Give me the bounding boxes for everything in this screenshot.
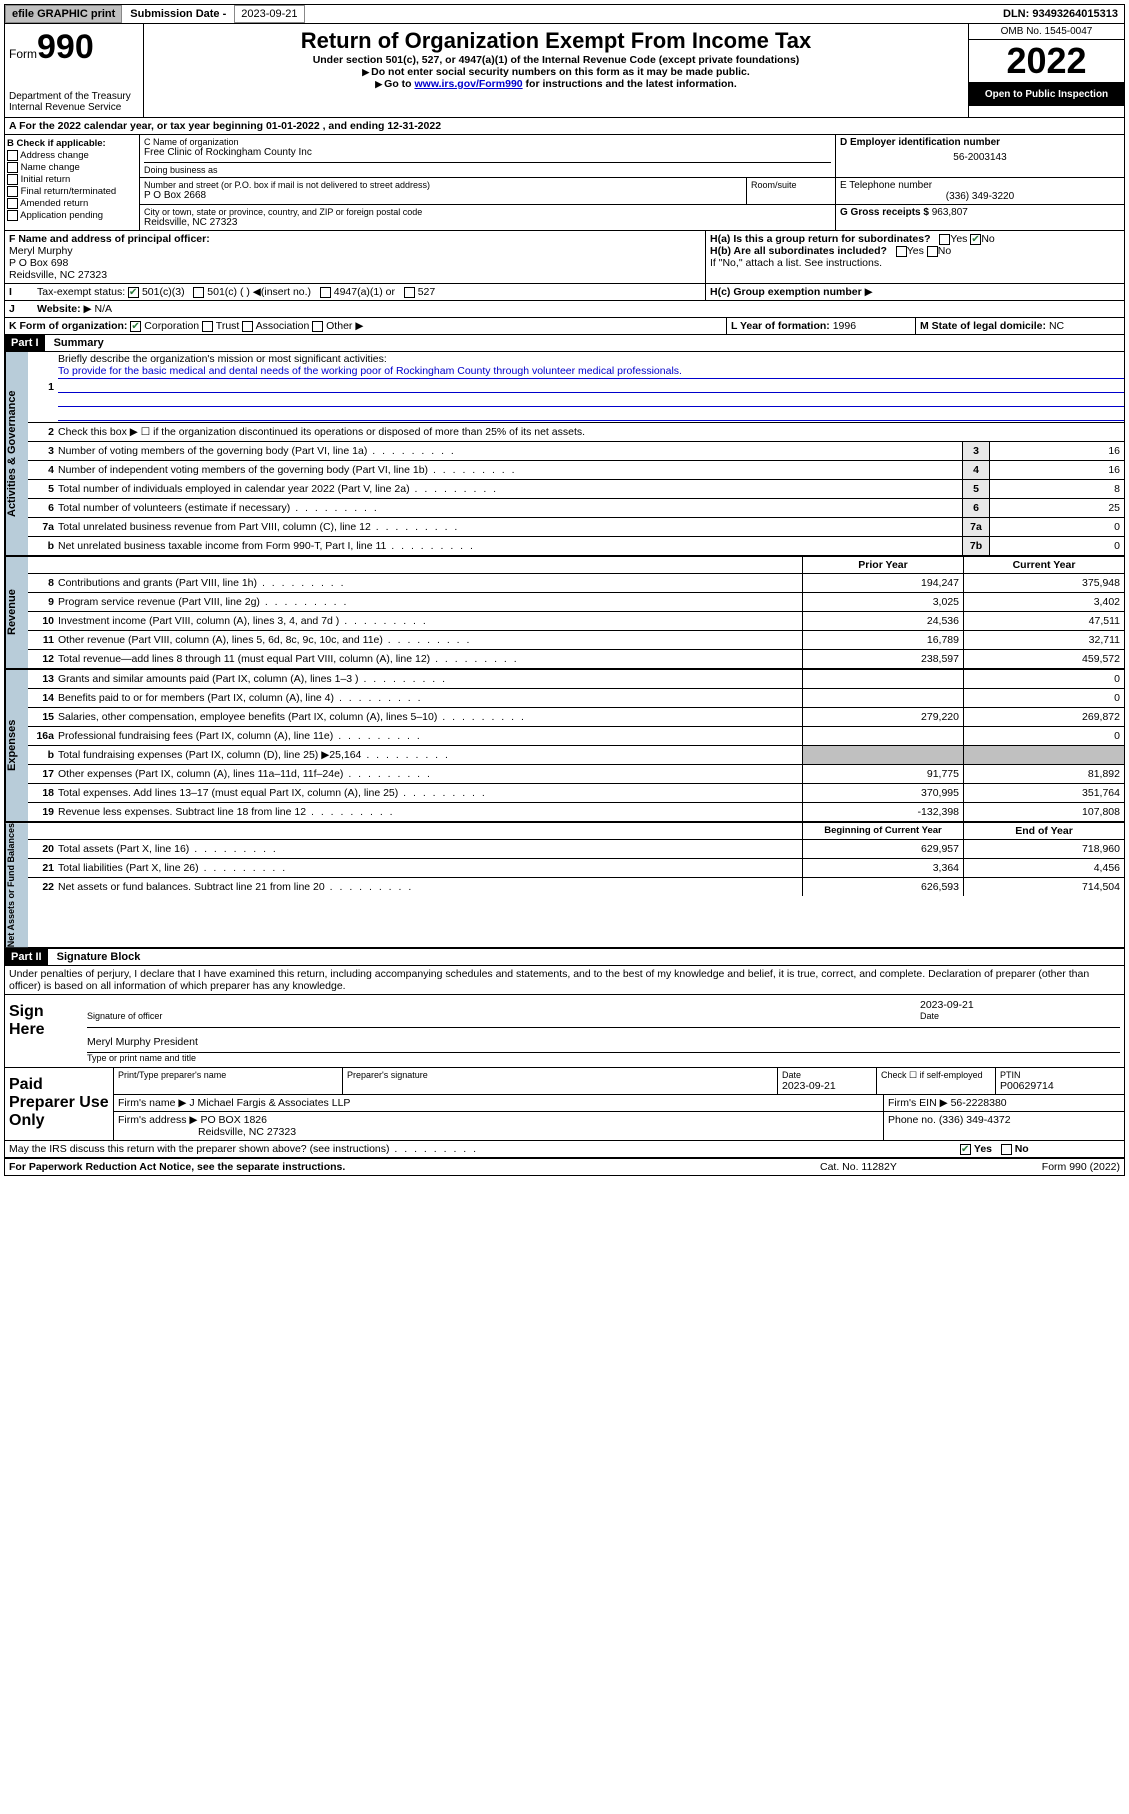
summary-row: 15Salaries, other compensation, employee… bbox=[28, 708, 1124, 727]
city-value: Reidsville, NC 27323 bbox=[144, 217, 831, 228]
summary-row: 10Investment income (Part VIII, column (… bbox=[28, 612, 1124, 631]
street-address: P O Box 2668 bbox=[144, 190, 742, 201]
summary-row: 9Program service revenue (Part VIII, lin… bbox=[28, 593, 1124, 612]
form-header: Form990 Department of the Treasury Inter… bbox=[4, 24, 1125, 118]
summary-row: 17Other expenses (Part IX, column (A), l… bbox=[28, 765, 1124, 784]
summary-row: 18Total expenses. Add lines 13–17 (must … bbox=[28, 784, 1124, 803]
box-c-label: C Name of organization bbox=[144, 137, 831, 147]
summary-row: 12Total revenue—add lines 8 through 11 (… bbox=[28, 650, 1124, 668]
summary-row: 7aTotal unrelated business revenue from … bbox=[28, 518, 1124, 537]
omb-number: OMB No. 1545-0047 bbox=[969, 24, 1124, 40]
summary-row: 21Total liabilities (Part X, line 26)3,3… bbox=[28, 859, 1124, 878]
irs-discuss-row: May the IRS discuss this return with the… bbox=[4, 1141, 1125, 1158]
signature-block: Under penalties of perjury, I declare th… bbox=[4, 966, 1125, 1068]
summary-row: 8Contributions and grants (Part VIII, li… bbox=[28, 574, 1124, 593]
ein-value: 56-2003143 bbox=[840, 148, 1120, 167]
box-e-label: E Telephone number bbox=[840, 180, 1120, 191]
summary-row: bNet unrelated business taxable income f… bbox=[28, 537, 1124, 555]
summary-row: 11Other revenue (Part VIII, column (A), … bbox=[28, 631, 1124, 650]
form990-link[interactable]: www.irs.gov/Form990 bbox=[414, 78, 522, 90]
dept-treasury: Department of the Treasury bbox=[9, 91, 139, 102]
summary-row: 22Net assets or fund balances. Subtract … bbox=[28, 878, 1124, 896]
form-number: Form990 bbox=[9, 28, 139, 67]
header-sub2: Do not enter social security numbers on … bbox=[148, 66, 964, 78]
header-sub3: Go to www.irs.gov/Form990 for instructio… bbox=[148, 78, 964, 90]
summary-row: 14Benefits paid to or for members (Part … bbox=[28, 689, 1124, 708]
efile-print-button[interactable]: efile GRAPHIC print bbox=[5, 5, 122, 23]
summary-expenses: Expenses 13Grants and similar amounts pa… bbox=[4, 670, 1125, 823]
paid-preparer: Paid Preparer Use Only Print/Type prepar… bbox=[4, 1068, 1125, 1141]
summary-row: 5Total number of individuals employed in… bbox=[28, 480, 1124, 499]
summary-net-assets: Net Assets or Fund Balances Beginning of… bbox=[4, 823, 1125, 949]
gross-receipts: 963,807 bbox=[932, 207, 968, 218]
summary-row: 4Number of independent voting members of… bbox=[28, 461, 1124, 480]
summary-row: 13Grants and similar amounts paid (Part … bbox=[28, 670, 1124, 689]
open-inspection: Open to Public Inspection bbox=[969, 83, 1124, 106]
submission-label: Submission Date - bbox=[126, 6, 230, 22]
mission-text: To provide for the basic medical and den… bbox=[58, 365, 1124, 379]
footer-row: For Paperwork Reduction Act Notice, see … bbox=[4, 1158, 1125, 1176]
box-b: B Check if applicable: Address change Na… bbox=[5, 135, 140, 230]
org-name: Free Clinic of Rockingham County Inc bbox=[144, 147, 831, 158]
tax-year: 2022 bbox=[969, 40, 1124, 83]
header-sub1: Under section 501(c), 527, or 4947(a)(1)… bbox=[148, 54, 964, 66]
row-i-j: I Tax-exempt status: 501(c)(3) 501(c) ( … bbox=[4, 284, 1125, 301]
summary-row: bTotal fundraising expenses (Part IX, co… bbox=[28, 746, 1124, 765]
part1-header: Part I Summary bbox=[4, 335, 1125, 352]
submission-date: 2023-09-21 bbox=[234, 5, 304, 23]
section-b-c-d: B Check if applicable: Address change Na… bbox=[4, 135, 1125, 231]
box-d-label: D Employer identification number bbox=[840, 137, 1120, 148]
summary-row: 20Total assets (Part X, line 16)629,9577… bbox=[28, 840, 1124, 859]
top-toolbar: efile GRAPHIC print Submission Date - 20… bbox=[4, 4, 1125, 24]
line-a: A For the 2022 calendar year, or tax yea… bbox=[4, 118, 1125, 135]
summary-row: 3Number of voting members of the governi… bbox=[28, 442, 1124, 461]
summary-row: 6Total number of volunteers (estimate if… bbox=[28, 499, 1124, 518]
summary-revenue: Revenue Prior Year Current Year 8Contrib… bbox=[4, 557, 1125, 670]
summary-row: 19Revenue less expenses. Subtract line 1… bbox=[28, 803, 1124, 821]
row-j-website: J Website: ▶ N/A bbox=[4, 301, 1125, 318]
phone-value: (336) 349-3220 bbox=[840, 191, 1120, 202]
dln-value: DLN: 93493264015313 bbox=[997, 6, 1124, 22]
row-k-l-m: K Form of organization: Corporation Trus… bbox=[4, 318, 1125, 335]
irs-label: Internal Revenue Service bbox=[9, 102, 139, 113]
form-title: Return of Organization Exempt From Incom… bbox=[148, 28, 964, 54]
row-f-h: F Name and address of principal officer:… bbox=[4, 231, 1125, 284]
part2-header: Part II Signature Block bbox=[4, 949, 1125, 966]
summary-row: 16aProfessional fundraising fees (Part I… bbox=[28, 727, 1124, 746]
summary-governance: Activities & Governance 1 Briefly descri… bbox=[4, 352, 1125, 557]
